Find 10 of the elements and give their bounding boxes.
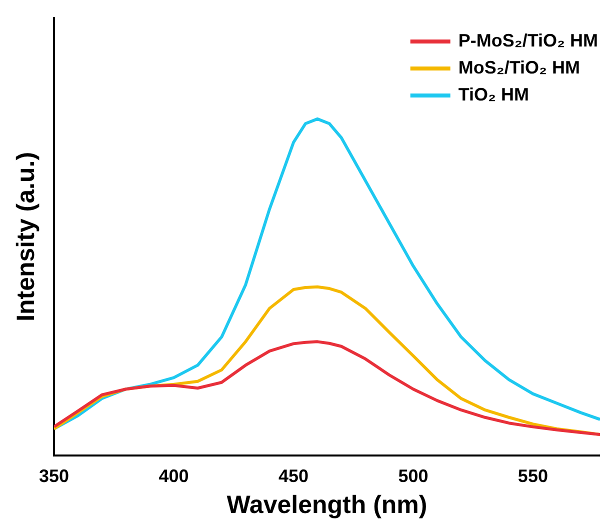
x-tick-label: 500 [398,466,428,486]
x-axis-title: Wavelength (nm) [226,490,428,519]
legend-label: MoS₂/TiO₂ HM [458,57,580,78]
x-tick-label: 450 [278,466,308,486]
x-tick-label: 350 [38,466,70,486]
x-tick-label: 400 [158,466,189,486]
legend-label: TiO₂ HM [458,84,530,104]
legend-label: P-MoS₂/TiO₂ HM [458,30,598,50]
x-tick-label: 550 [518,466,548,486]
y-axis-title: Intensity (a.u.) [12,152,40,322]
